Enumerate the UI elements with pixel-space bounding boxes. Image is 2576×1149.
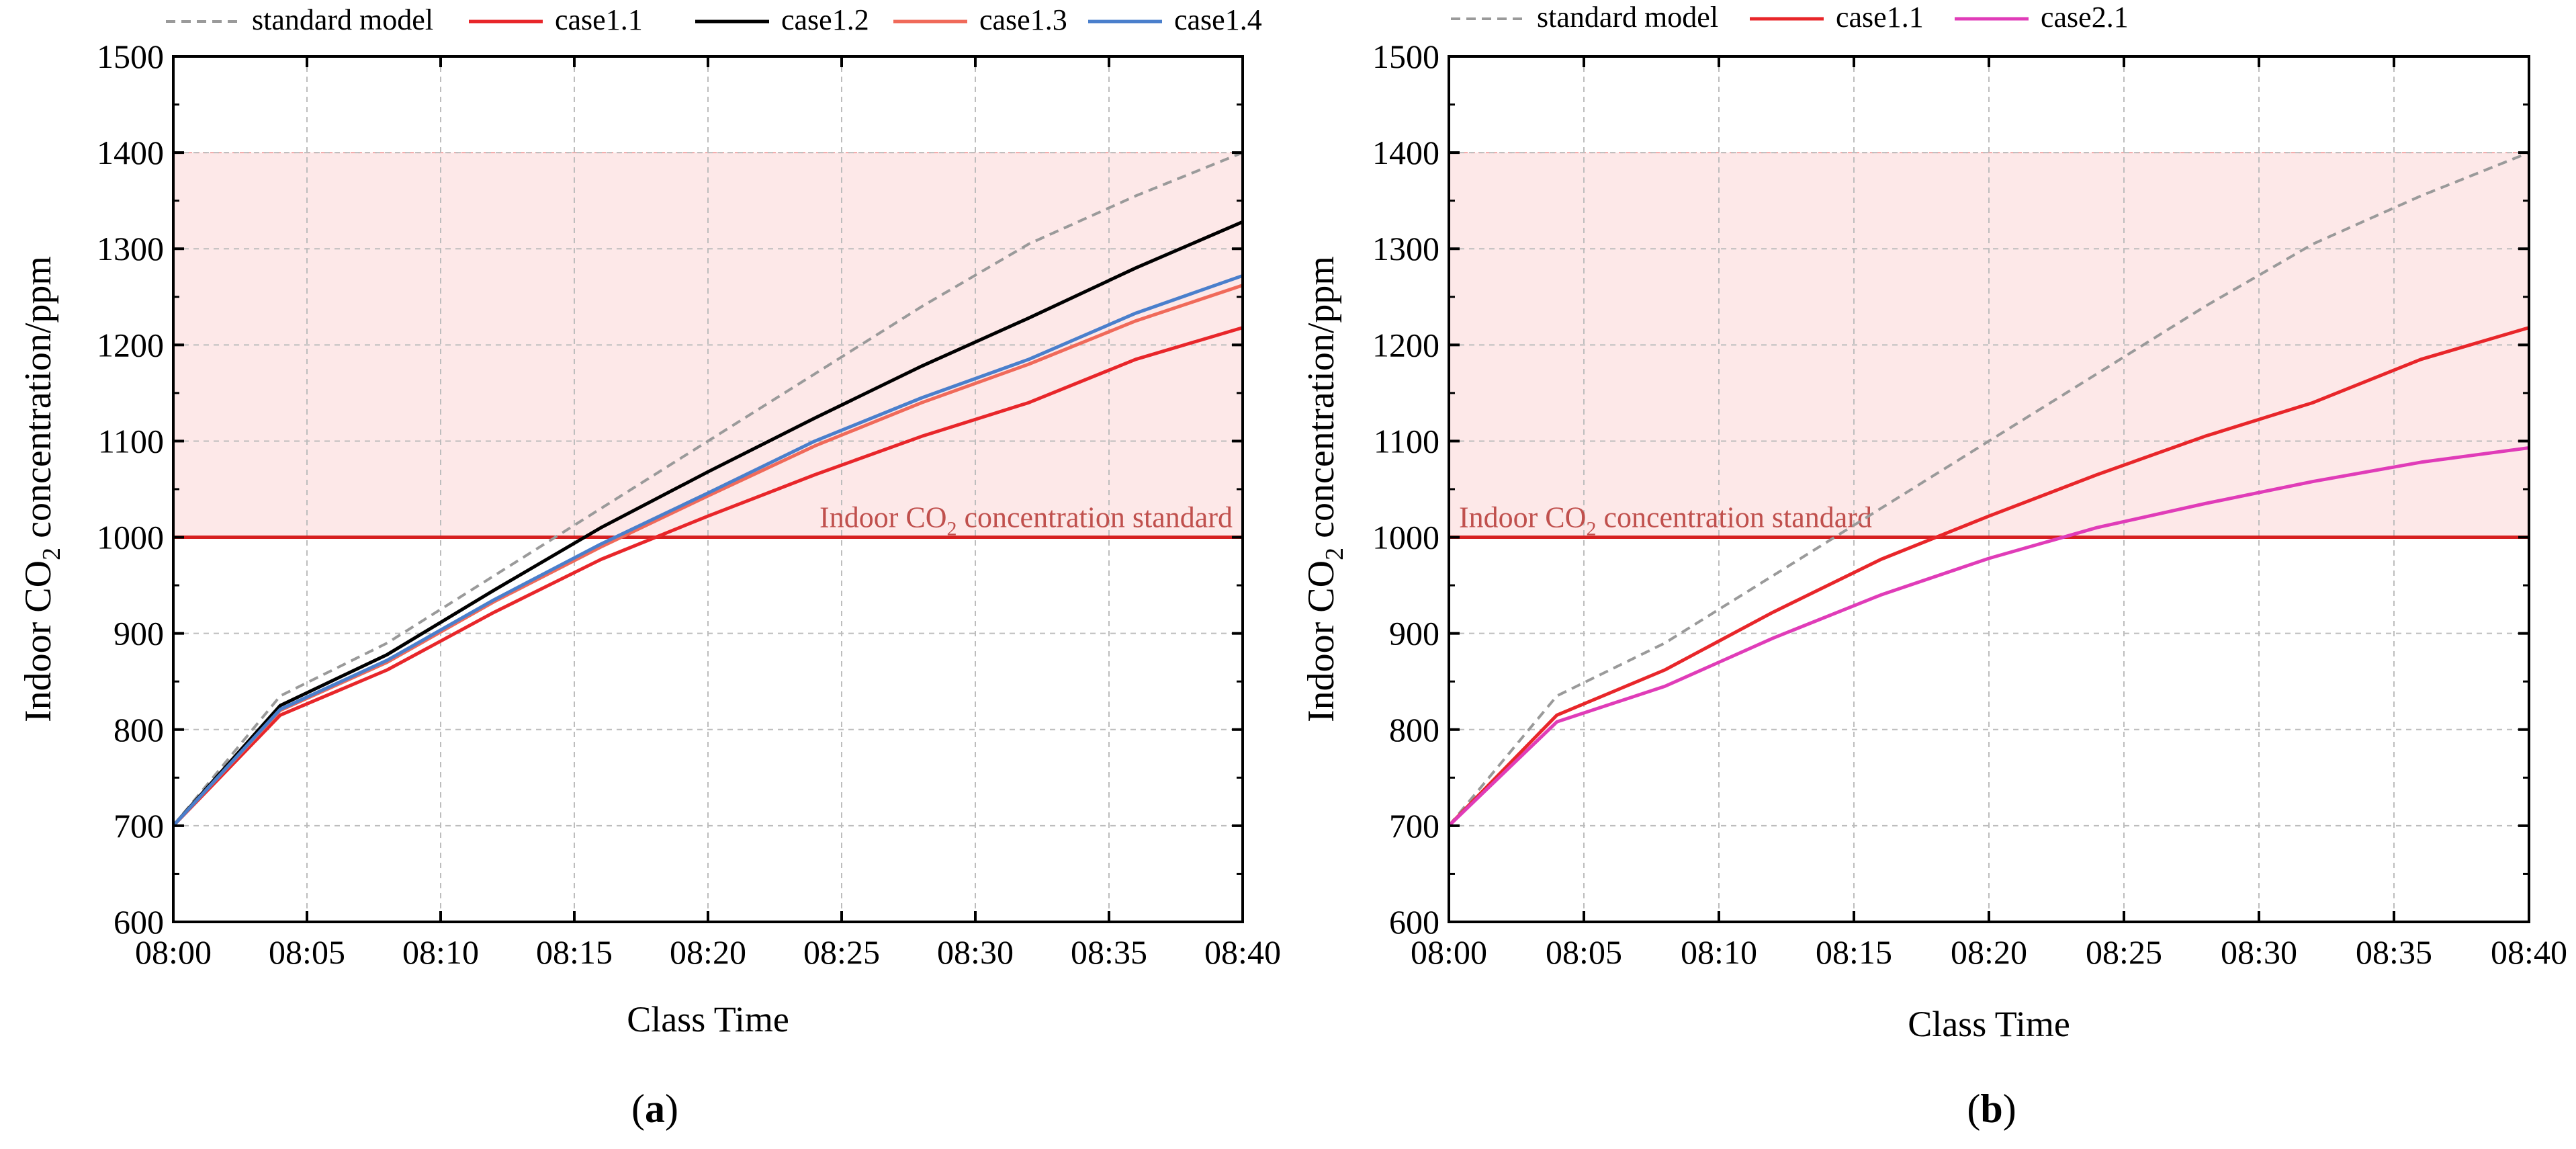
y-tick-label: 900 xyxy=(114,615,164,652)
legend-label-case1.3: case1.3 xyxy=(979,3,1067,36)
series-line-standard-model xyxy=(1448,151,2530,827)
y-tick-label: 1100 xyxy=(1374,422,1439,460)
series-line-case1.1 xyxy=(1448,326,2530,827)
series-line-standard-model xyxy=(172,151,1243,827)
y-tick-label: 1500 xyxy=(1372,38,1439,75)
y-tick-label: 700 xyxy=(114,807,164,845)
y-tick-label: 1300 xyxy=(1372,230,1439,267)
series-line-case1.2 xyxy=(172,220,1243,827)
x-tick-label: 08:10 xyxy=(1681,933,1757,971)
x-tick-label: 08:20 xyxy=(670,933,746,971)
y-axis-label: Indoor CO2 concentration/ppm xyxy=(1300,256,1349,722)
series-line-case2.1 xyxy=(1448,446,2530,827)
series-line-case1.4 xyxy=(172,273,1243,827)
x-tick-label: 08:35 xyxy=(2356,933,2432,971)
x-tick-label: 08:40 xyxy=(1204,933,1281,971)
x-tick-label: 08:25 xyxy=(803,933,880,971)
x-tick-label: 08:00 xyxy=(1411,933,1487,971)
x-axis-label: Class Time xyxy=(1908,1004,2070,1044)
y-tick-label: 800 xyxy=(1389,711,1439,749)
x-tick-label: 08:15 xyxy=(1816,933,1892,971)
y-tick-label: 1200 xyxy=(1372,326,1439,364)
y-tick-label: 900 xyxy=(1389,615,1439,652)
panel-label: (b) xyxy=(1967,1087,2016,1131)
x-tick-label: 08:30 xyxy=(2221,933,2297,971)
x-tick-label: 08:15 xyxy=(536,933,613,971)
x-axis-label: Class Time xyxy=(627,999,789,1039)
x-tick-label: 08:00 xyxy=(135,933,212,971)
x-tick-label: 08:10 xyxy=(402,933,479,971)
y-tick-label: 700 xyxy=(1389,807,1439,845)
y-tick-label: 600 xyxy=(114,903,164,941)
chart-panel-b: Indoor CO2 concentration standard 08:00 08… xyxy=(1300,1,2567,1131)
y-tick-label: 1400 xyxy=(97,134,164,171)
standard-label: Indoor CO2 concentration standard xyxy=(819,501,1233,540)
x-tick-label: 08:35 xyxy=(1071,933,1147,971)
y-tick-label: 1400 xyxy=(1372,134,1439,171)
legend-label-case1.4: case1.4 xyxy=(1174,3,1262,36)
x-tick-label: 08:05 xyxy=(1546,933,1622,971)
legend-label-case2.1: case2.1 xyxy=(2041,1,2129,34)
y-axis-label: Indoor CO2 concentration/ppm xyxy=(17,256,66,722)
y-tick-label: 1500 xyxy=(97,38,164,75)
y-tick-label: 800 xyxy=(114,711,164,749)
x-tick-label: 08:40 xyxy=(2491,933,2567,971)
chart-panel-a: Indoor CO2 concentration standard 08:00 08… xyxy=(17,3,1281,1131)
legend-label-case1.1: case1.1 xyxy=(1836,1,1924,34)
x-tick-label: 08:30 xyxy=(937,933,1014,971)
panel-label: (a) xyxy=(631,1087,678,1131)
legend-label-standard-model: standard model xyxy=(252,3,433,36)
y-tick-label: 1000 xyxy=(97,519,164,556)
y-tick-label: 1000 xyxy=(1372,519,1439,556)
series-line-case1.1 xyxy=(172,326,1243,827)
x-tick-label: 08:05 xyxy=(269,933,345,971)
legend-label-standard-model: standard model xyxy=(1537,1,1718,34)
y-tick-label: 1300 xyxy=(97,230,164,267)
legend-label-case1.1: case1.1 xyxy=(555,3,643,36)
x-tick-label: 08:25 xyxy=(2086,933,2162,971)
legend-label-case1.2: case1.2 xyxy=(781,3,869,36)
y-tick-label: 1100 xyxy=(98,422,164,460)
y-tick-label: 1200 xyxy=(97,326,164,364)
standard-label: Indoor CO2 concentration standard xyxy=(1459,501,1872,540)
x-tick-label: 08:20 xyxy=(1951,933,2027,971)
y-tick-label: 600 xyxy=(1389,903,1439,941)
